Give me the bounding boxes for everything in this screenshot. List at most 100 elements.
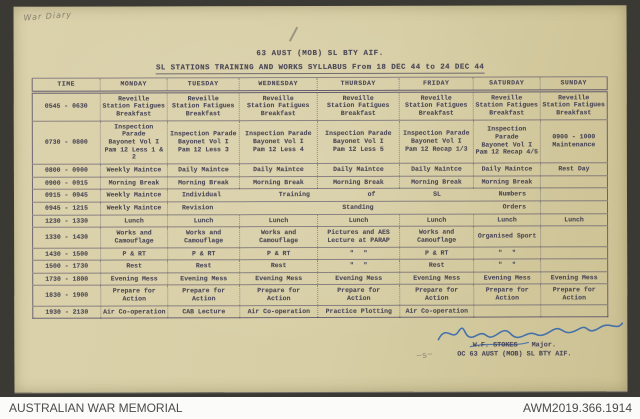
table-cell: Prepare for Action (473, 284, 541, 305)
column-header: SATURDAY (473, 76, 541, 91)
table-cell: Works and Camouflage (399, 226, 474, 247)
table-cell: Air Co-operation (239, 305, 318, 319)
column-header: TIME (32, 78, 101, 92)
table-cell: " " (317, 246, 400, 260)
signatory-rank: Major. (531, 341, 557, 350)
table-cell: Reveille Station Fatigues Breakfast (399, 90, 474, 120)
table-cell: P & RT (239, 247, 318, 260)
table-cell: Reveille Station Fatigues Breakfast (239, 91, 318, 121)
table-cell (540, 225, 608, 247)
table-cell: Evening Mess (317, 272, 400, 285)
time-cell: 0545 - 0630 (32, 91, 101, 121)
table-cell (540, 200, 608, 214)
table-cell: Lunch (540, 213, 608, 227)
table-cell: Prepare for Action (399, 284, 474, 306)
table-cell: Daily Maintce (399, 163, 474, 176)
column-header: SUNDAY (540, 76, 608, 91)
table-row: 0730 - 0800 Inspection Parade Bayonet Vol… (32, 119, 608, 165)
table-cell: Weekly Maintce (100, 163, 168, 177)
table-header-row: TIME MONDAY TUESDAY WEDNESDAY THURSDAY FRIDAY… (32, 76, 608, 92)
table-cell: Daily Maintce (317, 163, 400, 177)
table-cell: Morning Break (167, 176, 240, 190)
table-cell: Prepare for Action (540, 284, 608, 305)
table-cell: Morning Break (399, 175, 474, 189)
time-cell: 1330 - 1430 (32, 227, 101, 248)
table-row: 1330 - 1430 Works and Camouflage Works and… (32, 225, 608, 248)
table-cell: Rest (399, 259, 474, 273)
table-cell: Practice Plotting (317, 305, 400, 318)
table-cell: Evening Mess (540, 271, 608, 285)
table-cell: Rest (167, 259, 240, 273)
table-cell: P & RT (100, 247, 168, 261)
table-cell: P & RT (167, 247, 240, 261)
table-cell: Works and Camouflage (100, 227, 168, 248)
table-cell: Morning Break (473, 175, 541, 189)
table-cell: Evening Mess (239, 272, 318, 286)
time-cell: 0800 - 0900 (32, 163, 101, 177)
table-cell: Morning Break (100, 176, 168, 190)
table-cell (540, 246, 608, 260)
table-cell: Prepare for Action (317, 284, 400, 306)
column-header: FRIDAY (399, 77, 474, 91)
table-cell: Prepare for Action (167, 285, 240, 306)
table-cell: Morning Break (317, 175, 400, 189)
signature-ink (437, 322, 624, 348)
table-cell: Pictures and AES Lecture at PARAP (317, 226, 400, 248)
table-cell: Rest (100, 260, 168, 273)
table-cell: P & RT (399, 246, 474, 260)
table-cell: Organised Sport (473, 226, 541, 247)
signatory-name: W.F. STOKES (472, 341, 518, 350)
table-row: 1830 - 1900 Prepare for Action Prepare for… (32, 284, 608, 307)
table-cell (540, 258, 608, 272)
document-subtitle: SL STATIONS TRAINING AND WORKS SYLLABUS … (155, 63, 485, 75)
table-cell: Reveille Station Fatigues Breakfast (317, 90, 400, 121)
table-cell: Daily Maintce (239, 163, 318, 177)
table-cell: " " (473, 246, 541, 260)
table-cell: Lunch (473, 213, 541, 227)
table-cell: Rest Day (540, 162, 608, 176)
time-cell: 1230 - 1330 (32, 214, 101, 228)
time-cell: 1500 - 1730 (32, 260, 101, 274)
table-cell: Lunch (100, 214, 168, 228)
table-cell: CAB Lecture (167, 305, 240, 319)
time-cell: 1930 - 2130 (32, 305, 101, 319)
table-cell (540, 187, 608, 201)
table-cell: Air Co-operation (100, 305, 168, 319)
table-cell: Prepare for Action (100, 285, 168, 306)
column-header: WEDNESDAY (239, 77, 318, 92)
table-cell: Weekly Maintce (100, 201, 168, 215)
archive-name: AUSTRALIAN WAR MEMORIAL (9, 401, 183, 415)
table-cell: Inspection Parade Bayonet Vol I Pam 12 L… (100, 120, 168, 164)
awm-caption-bar: AUSTRALIAN WAR MEMORIAL AWM2019.366.1914 (0, 397, 640, 419)
table-cell: Lunch (239, 214, 318, 227)
pencil-note: War Diary (23, 9, 73, 23)
table-cell: Individual Training of SL Numbers (167, 188, 541, 202)
time-cell: 1730 - 1800 (32, 272, 101, 286)
time-cell: 0900 - 0915 (32, 176, 101, 190)
table-cell: Evening Mess (399, 271, 474, 285)
table-cell: Weekly Maintce (100, 189, 168, 202)
table-cell: Revision Standing Orders (167, 200, 541, 215)
column-header: TUESDAY (167, 77, 240, 92)
table-cell: Inspection Parade Bayonet Vol I Pam 12 L… (167, 120, 240, 164)
syllabus-table-body: 0545 - 0630 Reveille Station Fatigues Bre… (32, 90, 608, 319)
table-cell: 0900 - 1000 Maintenance (540, 119, 608, 163)
signatory-unit: OC 63 AUST (MOB) SL BTY AIF. (457, 350, 572, 359)
table-row: 0545 - 0630 Reveille Station Fatigues Bre… (32, 90, 608, 121)
time-cell: 0915 - 0945 (32, 189, 101, 203)
table-cell: Works and Camouflage (167, 226, 240, 248)
table-cell: Reveille Station Fatigues Breakfast (167, 91, 240, 121)
table-cell: Reveille Station Fatigues Breakfast (100, 91, 168, 121)
table-cell: Evening Mess (473, 271, 541, 285)
table-cell (540, 175, 608, 189)
table-cell: Evening Mess (100, 272, 168, 286)
table-cell: " " (317, 259, 400, 273)
syllabus-table: TIME MONDAY TUESDAY WEDNESDAY THURSDAY FRIDAY… (31, 76, 609, 320)
table-cell: Lunch (399, 213, 474, 227)
table-cell: Works and Camouflage (239, 226, 318, 248)
table-cell: Inspection Parade Bayonet Vol I Pam 12 R… (399, 119, 474, 164)
document-title: 63 AUST (MOB) SL BTY AIF. (256, 49, 384, 59)
time-cell: 0730 - 0800 (32, 120, 101, 165)
table-cell: Inspection Parade Bayonet Vol I Pam 12 L… (239, 120, 318, 164)
signature-block: W.F. STOKES Major. OC 63 AUST (MOB) SL B… (414, 341, 614, 359)
